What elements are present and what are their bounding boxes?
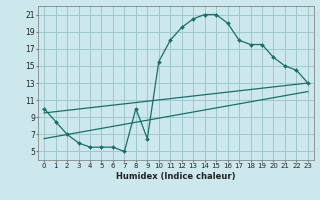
- X-axis label: Humidex (Indice chaleur): Humidex (Indice chaleur): [116, 172, 236, 181]
